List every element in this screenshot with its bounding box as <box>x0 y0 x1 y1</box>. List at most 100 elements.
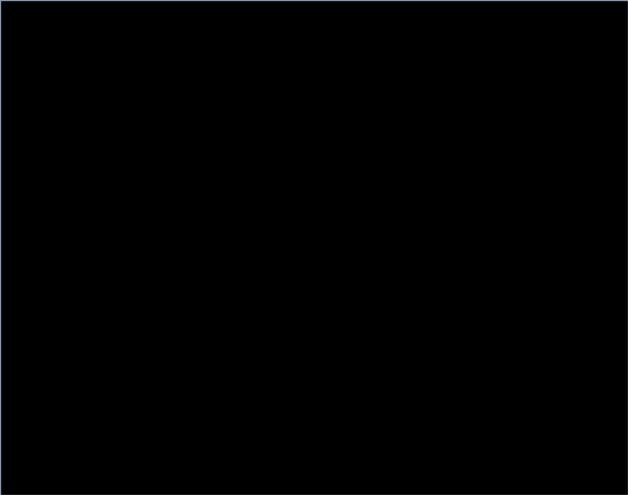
Bar <box>78 141 94 157</box>
Bar <box>48 477 62 491</box>
Bar <box>24 0 80 16</box>
Bar <box>313 122 325 135</box>
Bar <box>55 49 215 66</box>
Bar <box>93 477 107 491</box>
Text: Interest Income-Treasury: Interest Income-Treasury <box>15 240 153 250</box>
Bar <box>0 16 628 100</box>
Text: 03-DEC-16: 03-DEC-16 <box>242 276 301 286</box>
Text: 30-NOV-16: 30-NOV-16 <box>242 222 302 232</box>
Text: 81: 81 <box>324 222 338 232</box>
Bar <box>0 290 628 308</box>
Text: Sc: Sc <box>480 123 491 133</box>
Bar <box>0 0 628 16</box>
Text: 71: 71 <box>379 294 393 304</box>
Bar <box>0 16 628 32</box>
Text: 05-DEC-16: 05-DEC-16 <box>242 312 301 322</box>
Text: 78: 78 <box>379 276 393 286</box>
Bar <box>3 477 17 491</box>
Bar <box>0 100 628 118</box>
Text: 91: 91 <box>379 240 393 250</box>
Bar <box>0 398 628 473</box>
Text: Interest Income-Treasury: Interest Income-Treasury <box>15 330 153 340</box>
Bar <box>0 272 11 290</box>
Bar <box>465 122 477 135</box>
Bar <box>4 122 17 135</box>
Text: Interest Income-Treasury: Interest Income-Treasury <box>15 366 153 376</box>
Bar <box>62 122 75 135</box>
Bar <box>60 141 76 157</box>
Text: ◀◀: ◀◀ <box>19 480 31 489</box>
Text: Interest Income-Treasury: Interest Income-Treasury <box>15 294 153 304</box>
Bar <box>0 326 11 344</box>
Bar <box>0 308 11 326</box>
Text: 8: 8 <box>324 366 331 376</box>
Bar <box>0 180 11 200</box>
Text: ▶⊣: ▶⊣ <box>49 480 62 489</box>
Bar <box>313 122 325 135</box>
Text: 90: 90 <box>565 19 576 29</box>
Bar <box>78 477 92 491</box>
Text: ×: × <box>127 480 133 489</box>
Text: |: | <box>420 183 425 196</box>
Text: ✓: ✓ <box>112 480 118 489</box>
Text: sql: sql <box>5 3 18 12</box>
Bar <box>315 480 325 490</box>
Text: 76: 76 <box>379 312 393 322</box>
Text: Output: Output <box>6 165 43 175</box>
Text: FROM  W_LOANS_TEST_F: FROM W_LOANS_TEST_F <box>60 51 210 64</box>
Bar <box>0 380 628 398</box>
Bar <box>192 122 205 135</box>
Text: −: − <box>82 480 88 489</box>
Text: 40: 40 <box>279 19 290 29</box>
Text: 01-DEC-16: 01-DEC-16 <box>242 240 301 250</box>
Text: DESCRIPTION: DESCRIPTION <box>14 185 93 195</box>
Text: 54: 54 <box>324 276 338 286</box>
Bar <box>94 160 168 178</box>
Text: 4: 4 <box>16 35 24 45</box>
Text: ▶: ▶ <box>37 480 43 489</box>
Bar <box>0 254 628 272</box>
Text: 2: 2 <box>324 204 331 214</box>
Bar <box>0 200 11 218</box>
Bar <box>138 477 152 491</box>
Text: 68: 68 <box>324 384 338 394</box>
Bar <box>213 480 243 490</box>
Bar <box>0 290 11 308</box>
Text: 127: 127 <box>379 366 400 376</box>
Text: 85: 85 <box>324 312 338 322</box>
Bar <box>465 122 477 135</box>
Text: Query Viewer: Query Viewer <box>327 123 393 133</box>
Text: Interest Income-Treasury: Interest Income-Treasury <box>15 276 153 286</box>
Bar <box>55 32 628 49</box>
Text: 39: 39 <box>324 348 338 358</box>
Bar <box>0 118 628 138</box>
Text: 08-DEC-16: 08-DEC-16 <box>242 366 301 376</box>
Text: Interest Income-Treasury: Interest Income-Treasury <box>15 384 153 394</box>
Bar <box>168 477 182 491</box>
Text: 70: 70 <box>451 19 462 29</box>
Text: Auto Trace: Auto Trace <box>139 123 191 133</box>
Bar <box>0 32 55 100</box>
Text: Messages: Messages <box>19 123 67 133</box>
Bar <box>123 477 137 491</box>
Text: Script Output: Script Output <box>6 102 95 115</box>
Text: 6: 6 <box>16 69 23 79</box>
Text: 5: 5 <box>16 51 23 62</box>
Bar <box>60 141 76 157</box>
Text: Interest Income-Treasury: Interest Income-Treasury <box>15 348 153 358</box>
Bar <box>0 308 628 326</box>
Text: 09-DEC-16: 09-DEC-16 <box>242 384 301 394</box>
Text: 25: 25 <box>324 294 338 304</box>
Bar <box>389 122 401 135</box>
Bar <box>4 122 17 135</box>
Bar <box>0 326 628 344</box>
Text: Interest Income: Interest Income <box>15 204 102 214</box>
Bar <box>42 141 58 157</box>
Bar <box>193 480 313 490</box>
Text: 30: 30 <box>222 19 232 29</box>
Text: 50: 50 <box>336 19 347 29</box>
Bar <box>0 473 628 495</box>
Text: 144: 144 <box>379 222 400 232</box>
Text: Grid 1: Grid 1 <box>54 165 86 175</box>
Text: 10: 10 <box>107 19 117 29</box>
